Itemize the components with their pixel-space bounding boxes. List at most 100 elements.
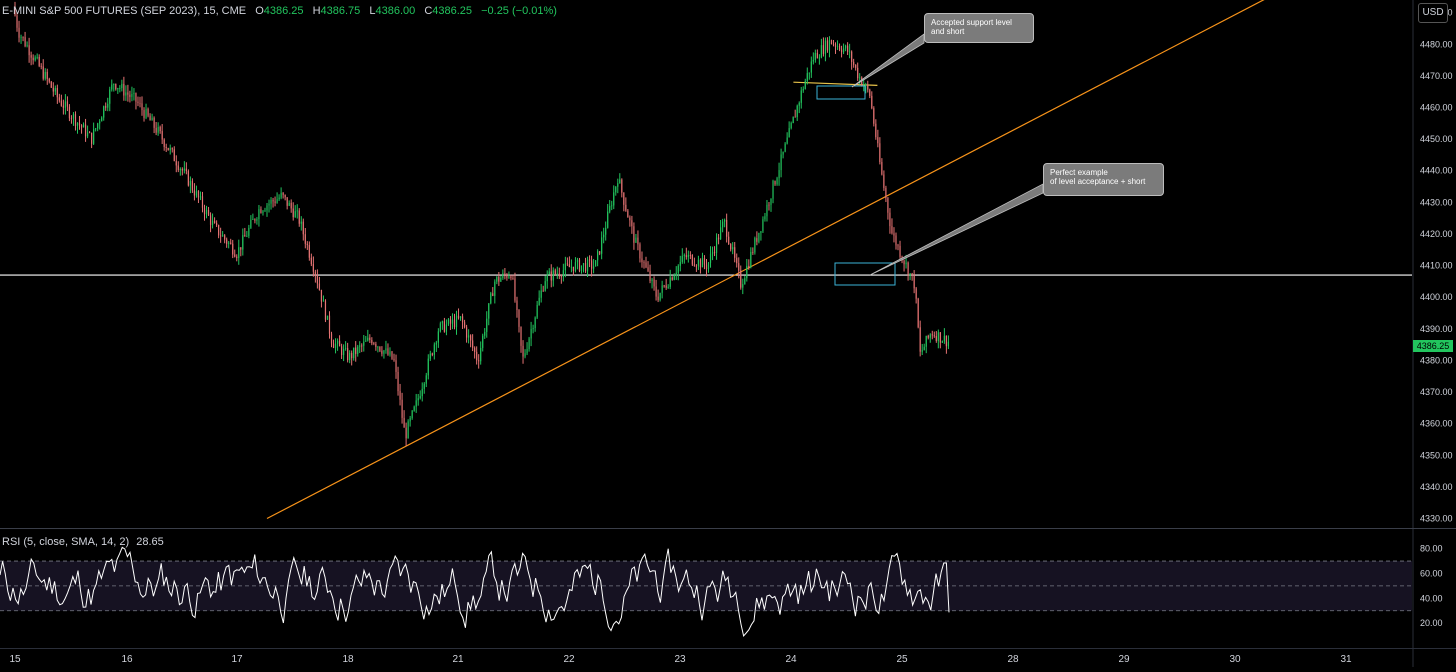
candle-body [157, 127, 159, 133]
candle-body [80, 125, 83, 128]
candle-body [399, 391, 401, 400]
candle-body [935, 336, 937, 341]
candle-body [22, 36, 24, 38]
candle-body [651, 279, 653, 282]
candle-body [883, 174, 885, 188]
candle-body [542, 290, 544, 292]
low-value: 4386.00 [375, 5, 416, 17]
annotation-perfect-example[interactable]: Perfect example of level acceptance + sh… [1043, 163, 1164, 196]
candle-body [252, 219, 254, 221]
candle-body [875, 123, 877, 138]
candle-body [822, 45, 825, 54]
candle-body [86, 132, 89, 137]
y-tick-label: 4480.00 [1420, 39, 1453, 49]
candle-body [147, 108, 149, 116]
candle-body [691, 255, 693, 265]
candle-body [371, 340, 373, 344]
candle-body [770, 198, 772, 205]
candle-body [472, 340, 474, 348]
candle-body [91, 132, 93, 144]
candle-body [139, 103, 141, 104]
candle-body [740, 270, 742, 288]
candle-body [463, 322, 466, 328]
candle-body [734, 247, 736, 258]
candle-body [744, 278, 746, 285]
candle-body [330, 333, 333, 344]
candle-body [103, 106, 105, 118]
candle-body [548, 271, 550, 275]
open-value: 4386.25 [263, 5, 304, 17]
candle-body [665, 285, 667, 288]
candle-body [457, 315, 460, 319]
candle-body [720, 227, 722, 240]
annotation-line: of level acceptance + short [1050, 177, 1146, 186]
candle-body [764, 216, 766, 220]
candle-body [695, 265, 698, 267]
candle-body [480, 347, 482, 362]
y-tick-label: 4360.00 [1420, 419, 1453, 429]
annotation-line: Perfect example [1050, 168, 1108, 177]
candle-body [927, 335, 929, 338]
candle-body [671, 277, 673, 280]
candle-body [588, 259, 591, 261]
candle-body [889, 212, 891, 227]
candle-body [482, 335, 484, 348]
candle-body [490, 293, 492, 304]
candle-body [409, 418, 411, 422]
candle-body [881, 162, 883, 175]
candle-body [340, 346, 343, 355]
candle-body [288, 202, 290, 206]
candle-body [300, 221, 302, 224]
candle-body [947, 341, 950, 347]
symbol-legend: E-MINI S&P 500 FUTURES (SEP 2023), 15, C… [2, 5, 557, 17]
candle-body [897, 245, 899, 247]
candle-body [393, 358, 395, 361]
candle-body [556, 273, 558, 275]
candle-body [685, 255, 687, 258]
candle-body [461, 316, 464, 323]
candle-body [268, 203, 270, 206]
candle-body [907, 262, 909, 276]
candle-body [328, 315, 331, 334]
candle-body [582, 263, 585, 266]
candle-body [756, 238, 758, 242]
open-key: O [255, 5, 264, 17]
candle-body [619, 179, 621, 184]
candle-body [663, 285, 665, 287]
candle-body [248, 227, 250, 236]
candle-body [391, 351, 393, 359]
candle-body [242, 235, 244, 250]
candle-body [435, 342, 437, 345]
candle-body [847, 45, 849, 52]
candle-body [778, 170, 780, 179]
candle-body [879, 143, 881, 163]
candle-body [540, 290, 542, 298]
candle-body [246, 235, 248, 237]
candle-body [56, 88, 58, 98]
candle-body [101, 117, 103, 122]
close-value: 4386.25 [432, 5, 473, 17]
candle-body [857, 67, 859, 79]
candle-body [159, 127, 161, 132]
candle-body [105, 106, 107, 108]
rsi-y-tick-label: 80.00 [1420, 544, 1443, 554]
candle-body [794, 116, 796, 118]
candle-body [816, 52, 818, 59]
candle-body [792, 116, 794, 124]
candle-body [211, 220, 214, 225]
annotation-accepted-support[interactable]: Accepted support level and short [924, 13, 1034, 43]
candle-body [264, 210, 266, 212]
candle-body [193, 190, 196, 196]
currency-button[interactable]: USD [1418, 3, 1448, 23]
candle-body [62, 105, 64, 108]
candle-body [250, 219, 252, 228]
candle-body [546, 274, 548, 282]
candle-body [97, 123, 99, 129]
candle-body [379, 346, 381, 351]
trendline [266, 0, 1265, 520]
candle-body [603, 234, 605, 238]
rsi-y-tick-label: 20.00 [1420, 618, 1443, 628]
candle-body [113, 83, 115, 85]
candle-body [554, 270, 556, 275]
